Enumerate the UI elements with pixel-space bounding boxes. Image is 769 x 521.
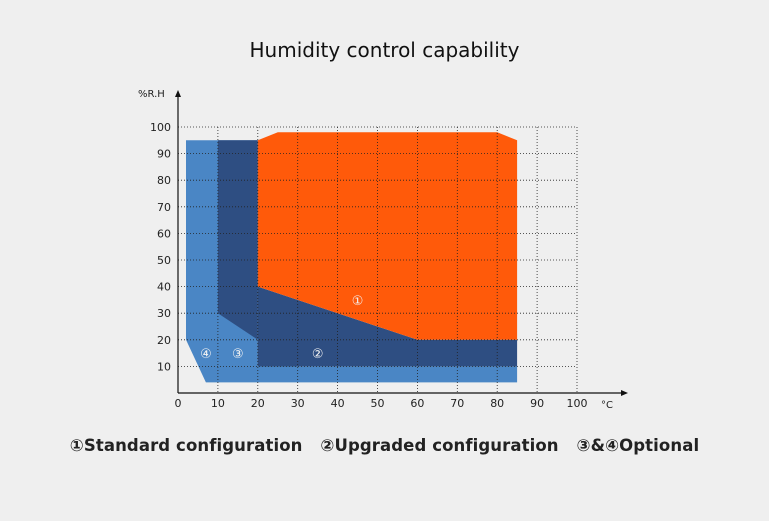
- region-label: ③: [232, 347, 244, 362]
- x-tick-label: 20: [251, 397, 265, 410]
- x-axis-label: °C: [601, 400, 613, 411]
- y-tick-label: 70: [157, 201, 171, 214]
- legend-item-standard: ①Standard configuration: [69, 436, 303, 455]
- y-tick-label: 90: [157, 148, 171, 161]
- region-4: [257, 132, 518, 340]
- x-tick-label: 0: [175, 397, 182, 410]
- y-axis-arrow: [175, 90, 181, 97]
- x-tick-label: 10: [211, 397, 225, 410]
- y-tick-label: 10: [157, 360, 171, 373]
- y-tick-label: 50: [157, 254, 171, 267]
- y-tick-label: 100: [150, 121, 171, 134]
- region-label: ④: [200, 347, 212, 362]
- y-tick-label: 60: [157, 227, 171, 240]
- y-tick-label: 30: [157, 307, 171, 320]
- y-tick-label: 20: [157, 334, 171, 347]
- y-axis-label: %R.H: [138, 89, 165, 100]
- legend-item-optional: ③&④Optional: [576, 436, 700, 455]
- chart-title: Humidity control capability: [249, 38, 520, 62]
- y-tick-label: 40: [157, 281, 171, 294]
- legend-caption: ①Standard configuration ②Upgraded config…: [0, 436, 769, 455]
- region-label: ②: [312, 347, 324, 362]
- x-tick-label: 90: [530, 397, 544, 410]
- x-tick-label: 40: [331, 397, 345, 410]
- legend-item-upgraded: ②Upgraded configuration: [320, 436, 559, 455]
- x-tick-label: 100: [567, 397, 588, 410]
- x-tick-label: 60: [410, 397, 424, 410]
- y-tick-label: 80: [157, 174, 171, 187]
- region-label: ①: [352, 294, 364, 309]
- x-axis-arrow: [621, 390, 628, 396]
- x-tick-label: 80: [490, 397, 504, 410]
- x-tick-label: 50: [371, 397, 385, 410]
- region-3: [257, 286, 518, 367]
- x-tick-label: 30: [291, 397, 305, 410]
- x-tick-label: 70: [450, 397, 464, 410]
